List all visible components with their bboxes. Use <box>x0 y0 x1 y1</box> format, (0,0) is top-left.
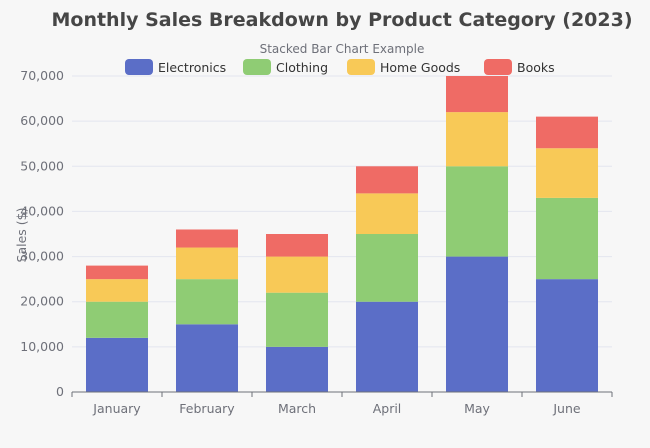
x-tick-label: April <box>373 401 402 416</box>
legend-label: Clothing <box>276 60 328 75</box>
legend-item-home-goods[interactable]: Home Goods <box>347 59 460 75</box>
bar-home-goods-march[interactable] <box>266 256 328 293</box>
bar-books-february[interactable] <box>176 229 238 248</box>
bar-books-march[interactable] <box>266 234 328 257</box>
x-axis: January February March April May June <box>71 391 613 416</box>
legend-label: Home Goods <box>380 60 460 75</box>
bar-home-goods-january[interactable] <box>86 279 148 302</box>
x-tick-label: March <box>278 401 316 416</box>
y-tick-label: 20,000 <box>20 294 64 309</box>
grid-lines <box>72 75 612 348</box>
bar-books-june[interactable] <box>536 116 598 149</box>
chart-subtitle: Stacked Bar Chart Example <box>260 42 425 56</box>
y-tick-label: 0 <box>56 384 64 399</box>
x-tick-label: January <box>92 401 141 416</box>
legend-label: Electronics <box>158 60 226 75</box>
bars <box>86 76 598 392</box>
y-tick-label: 50,000 <box>20 158 64 173</box>
y-tick-label: 60,000 <box>20 113 64 128</box>
chart-title: Monthly Sales Breakdown by Product Categ… <box>51 9 632 31</box>
bar-clothing-may[interactable] <box>446 166 508 257</box>
y-tick-label: 70,000 <box>20 68 64 83</box>
legend: Electronics Clothing Home Goods Books <box>125 59 555 75</box>
bar-electronics-march[interactable] <box>266 346 328 392</box>
legend-item-books[interactable]: Books <box>484 59 555 75</box>
legend-item-clothing[interactable]: Clothing <box>243 59 328 75</box>
legend-label: Books <box>517 60 555 75</box>
bar-books-january[interactable] <box>86 265 148 280</box>
bar-clothing-march[interactable] <box>266 292 328 347</box>
bar-home-goods-may[interactable] <box>446 112 508 167</box>
bar-books-may[interactable] <box>446 76 508 113</box>
legend-swatch <box>484 59 512 75</box>
bar-clothing-june[interactable] <box>536 197 598 280</box>
y-tick-label: 40,000 <box>20 203 64 218</box>
y-axis: 0 10,000 20,000 30,000 40,000 50,000 60,000 70,… <box>20 68 64 399</box>
legend-item-electronics[interactable]: Electronics <box>125 59 226 75</box>
y-tick-label: 10,000 <box>20 339 64 354</box>
bar-electronics-may[interactable] <box>446 256 508 392</box>
y-axis-label: Sales ($) <box>14 208 29 263</box>
legend-swatch <box>243 59 271 75</box>
bar-clothing-february[interactable] <box>176 279 238 325</box>
bar-clothing-april[interactable] <box>356 234 418 302</box>
y-tick-label: 30,000 <box>20 249 64 264</box>
bar-clothing-january[interactable] <box>86 301 148 338</box>
legend-swatch <box>125 59 153 75</box>
bar-home-goods-february[interactable] <box>176 247 238 280</box>
x-tick-label: June <box>552 401 581 416</box>
bar-electronics-february[interactable] <box>176 324 238 392</box>
bar-electronics-june[interactable] <box>536 279 598 392</box>
x-tick-label: May <box>464 401 490 416</box>
legend-swatch <box>347 59 375 75</box>
x-tick-label: February <box>179 401 235 416</box>
bar-electronics-april[interactable] <box>356 301 418 392</box>
bar-home-goods-april[interactable] <box>356 193 418 234</box>
bar-home-goods-june[interactable] <box>536 148 598 198</box>
bar-electronics-january[interactable] <box>86 337 148 392</box>
bar-books-april[interactable] <box>356 166 418 194</box>
